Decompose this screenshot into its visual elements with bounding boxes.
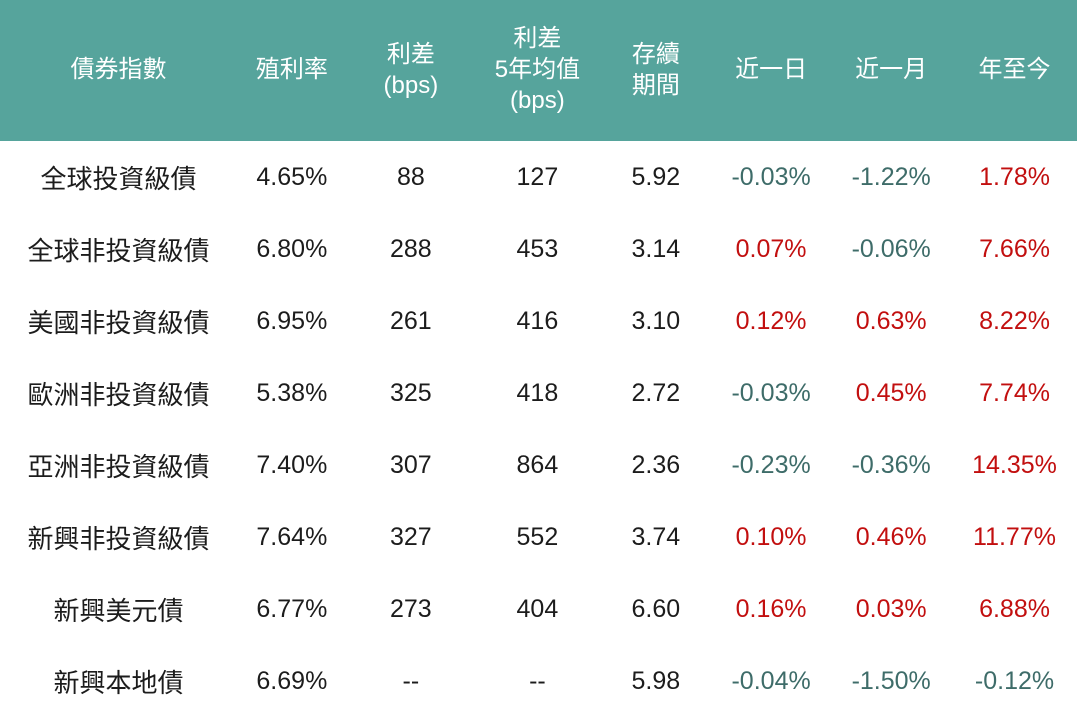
cell-1m-change: -1.22% xyxy=(851,162,931,191)
cell-spread-5y-avg: 453 xyxy=(516,234,559,263)
table-row: 新興本地債 6.69% -- -- 5.98 -0.04% -1.50% -0.… xyxy=(0,645,1077,718)
cell-1d-change: -0.03% xyxy=(731,378,811,407)
col-header-bond-index: 債券指數 xyxy=(0,0,237,141)
cell-index-name: 亞洲非投資級債 xyxy=(27,452,210,483)
cell-1d-change: -0.03% xyxy=(731,162,811,191)
cell-1m-change: 0.03% xyxy=(855,595,927,624)
cell-ytd-change: -0.12% xyxy=(974,667,1055,696)
cell-yield: 5.38% xyxy=(256,378,328,407)
cell-spread-bps: 288 xyxy=(390,234,432,263)
header-row: 債券指數 殖利率 利差 (bps) 利差 5年均值 (bps) 存續 期間 近一… xyxy=(0,0,1077,141)
cell-spread-5y-avg: 418 xyxy=(516,378,559,407)
cell-index-name: 全球投資級債 xyxy=(40,163,197,194)
cell-1d-change: -0.04% xyxy=(731,667,811,696)
cell-1d-change: -0.23% xyxy=(731,451,811,480)
table-row: 全球投資級債 4.65% 88 127 5.92 -0.03% -1.22% 1… xyxy=(0,141,1077,214)
cell-ytd-change: 1.78% xyxy=(979,162,1050,191)
cell-yield: 6.69% xyxy=(256,667,328,696)
cell-index-name: 新興本地債 xyxy=(53,668,184,699)
table-body: 全球投資級債 4.65% 88 127 5.92 -0.03% -1.22% 1… xyxy=(0,141,1077,718)
cell-yield: 4.65% xyxy=(256,162,328,191)
cell-ytd-change: 8.22% xyxy=(979,306,1050,335)
cell-index-name: 全球非投資級債 xyxy=(27,235,210,266)
cell-spread-5y-avg: 552 xyxy=(516,523,559,552)
cell-duration: 3.10 xyxy=(631,306,681,335)
cell-index-name: 新興美元債 xyxy=(53,596,184,627)
cell-1m-change: 0.63% xyxy=(855,306,927,335)
cell-ytd-change: 6.88% xyxy=(979,595,1050,624)
table-row: 歐洲非投資級債 5.38% 325 418 2.72 -0.03% 0.45% … xyxy=(0,357,1077,430)
cell-1m-change: -1.50% xyxy=(851,667,931,696)
cell-ytd-change: 7.66% xyxy=(979,234,1050,263)
cell-index-name: 美國非投資級債 xyxy=(27,307,210,338)
cell-yield: 6.80% xyxy=(256,234,328,263)
cell-yield: 7.64% xyxy=(256,523,328,552)
cell-spread-5y-avg: 864 xyxy=(516,451,559,480)
cell-1m-change: -0.36% xyxy=(851,451,931,480)
cell-index-name: 新興非投資級債 xyxy=(27,524,210,555)
cell-1d-change: 0.07% xyxy=(735,234,807,263)
col-header-spread-5y-avg: 利差 5年均值 (bps) xyxy=(474,0,600,141)
cell-1m-change: 0.46% xyxy=(855,523,927,552)
cell-ytd-change: 11.77% xyxy=(973,523,1056,552)
col-header-1m-change: 近一月 xyxy=(830,0,953,141)
cell-duration: 3.74 xyxy=(631,523,681,552)
col-header-yield: 殖利率 xyxy=(236,0,347,141)
table-row: 新興非投資級債 7.64% 327 552 3.74 0.10% 0.46% 1… xyxy=(0,501,1077,574)
cell-spread-5y-avg: -- xyxy=(529,667,546,696)
cell-1d-change: 0.12% xyxy=(735,306,807,335)
table-row: 新興美元債 6.77% 273 404 6.60 0.16% 0.03% 6.8… xyxy=(0,573,1077,646)
cell-yield: 7.40% xyxy=(256,451,328,480)
cell-yield: 6.77% xyxy=(256,595,328,624)
cell-duration: 5.92 xyxy=(631,162,681,191)
cell-spread-5y-avg: 416 xyxy=(516,306,559,335)
cell-spread-bps: 325 xyxy=(390,378,432,407)
cell-duration: 2.36 xyxy=(631,451,681,480)
cell-index-name: 歐洲非投資級債 xyxy=(27,379,210,410)
cell-spread-bps: 327 xyxy=(390,523,432,552)
cell-duration: 2.72 xyxy=(631,378,681,407)
cell-1m-change: 0.45% xyxy=(855,378,927,407)
table-row: 美國非投資級債 6.95% 261 416 3.10 0.12% 0.63% 8… xyxy=(0,285,1077,358)
cell-1m-change: -0.06% xyxy=(851,234,931,263)
col-header-spread-bps: 利差 (bps) xyxy=(346,0,475,141)
cell-yield: 6.95% xyxy=(256,306,328,335)
cell-1d-change: 0.16% xyxy=(735,595,807,624)
cell-spread-bps: -- xyxy=(402,667,420,696)
cell-1d-change: 0.10% xyxy=(735,523,807,552)
cell-spread-bps: 307 xyxy=(390,451,432,480)
cell-spread-bps: 88 xyxy=(396,162,425,191)
cell-ytd-change: 7.74% xyxy=(979,378,1050,407)
cell-spread-5y-avg: 127 xyxy=(516,162,559,191)
table-row: 亞洲非投資級債 7.40% 307 864 2.36 -0.23% -0.36%… xyxy=(0,429,1077,502)
table-row: 全球非投資級債 6.80% 288 453 3.14 0.07% -0.06% … xyxy=(0,213,1077,286)
cell-duration: 5.98 xyxy=(631,667,681,696)
cell-ytd-change: 14.35% xyxy=(972,451,1057,480)
col-header-ytd-change: 年至今 xyxy=(952,0,1077,141)
col-header-1d-change: 近一日 xyxy=(711,0,831,141)
cell-duration: 6.60 xyxy=(631,595,681,624)
cell-duration: 3.14 xyxy=(631,234,681,263)
col-header-duration: 存續 期間 xyxy=(599,0,712,141)
cell-spread-bps: 261 xyxy=(390,306,432,335)
cell-spread-bps: 273 xyxy=(390,595,432,624)
table-header: 債券指數 殖利率 利差 (bps) 利差 5年均值 (bps) 存續 期間 近一… xyxy=(0,0,1077,141)
cell-spread-5y-avg: 404 xyxy=(516,595,559,624)
